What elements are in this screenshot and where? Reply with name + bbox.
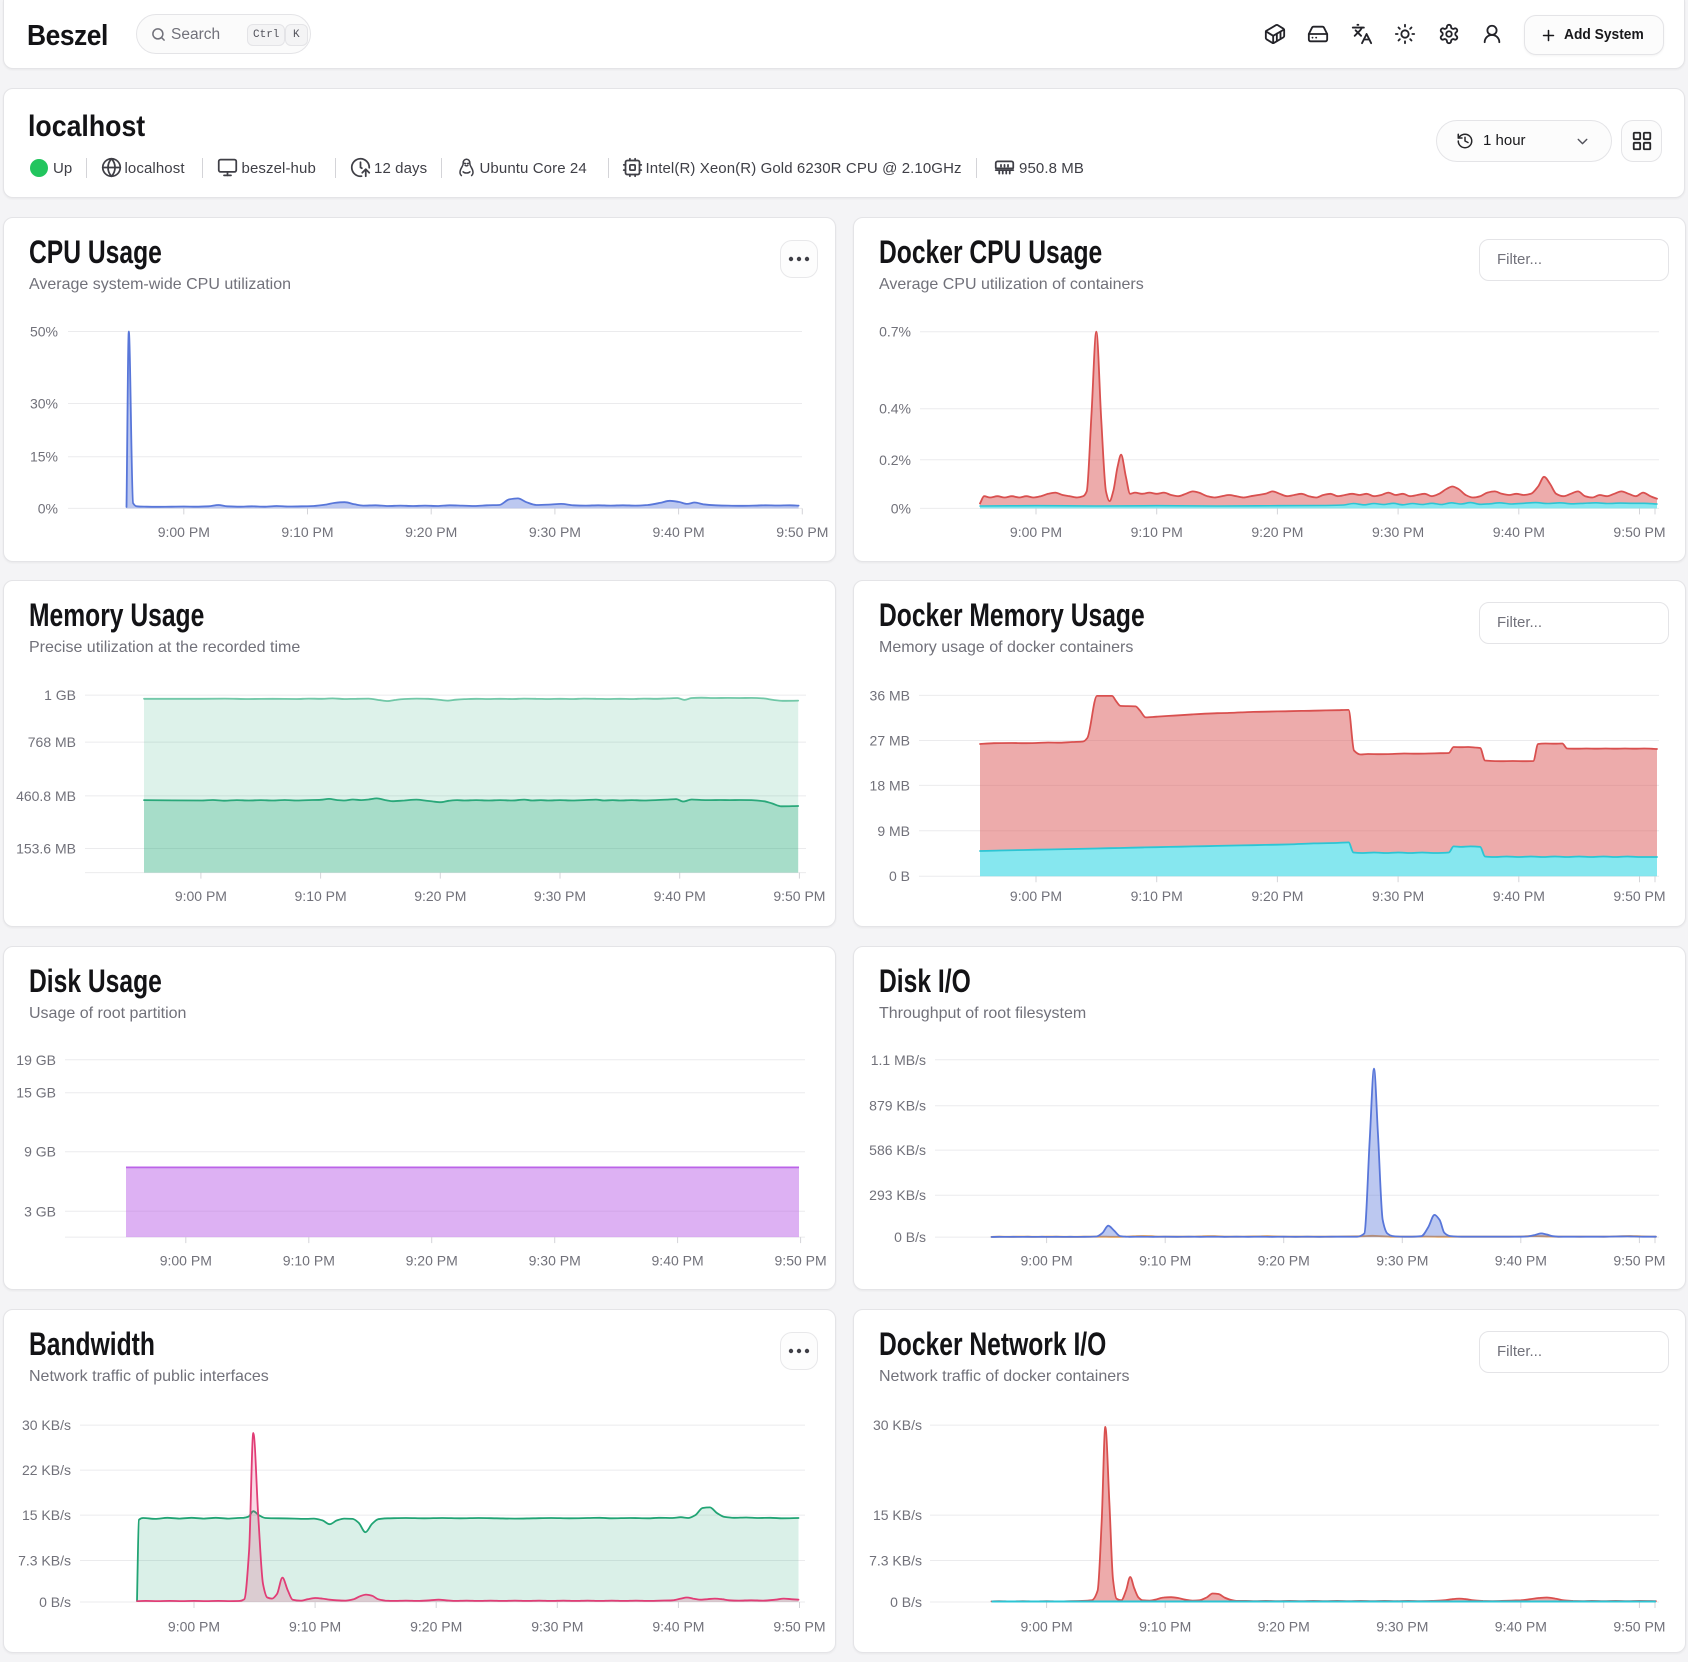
svg-text:0.7%: 0.7%: [879, 324, 911, 340]
svg-text:30 KB/s: 30 KB/s: [873, 1417, 922, 1433]
svg-text:586 KB/s: 586 KB/s: [869, 1142, 926, 1158]
svg-text:9:10 PM: 9:10 PM: [281, 524, 333, 540]
svg-text:27 MB: 27 MB: [870, 733, 910, 749]
svg-text:0.4%: 0.4%: [879, 401, 911, 417]
svg-text:9:30 PM: 9:30 PM: [529, 524, 581, 540]
svg-text:9:00 PM: 9:00 PM: [1021, 1618, 1073, 1634]
svg-text:768 MB: 768 MB: [28, 734, 76, 750]
svg-text:0.2%: 0.2%: [879, 452, 911, 468]
svg-text:7.3 KB/s: 7.3 KB/s: [869, 1552, 922, 1568]
svg-text:9:40 PM: 9:40 PM: [654, 888, 706, 904]
svg-text:9:20 PM: 9:20 PM: [410, 1618, 462, 1634]
svg-text:0 B/s: 0 B/s: [39, 1594, 71, 1610]
svg-text:9:00 PM: 9:00 PM: [1021, 1252, 1073, 1268]
svg-text:36 MB: 36 MB: [870, 687, 910, 703]
svg-text:460.8 MB: 460.8 MB: [16, 788, 76, 804]
svg-text:0%: 0%: [38, 500, 58, 516]
svg-text:15%: 15%: [30, 449, 58, 465]
svg-text:9:20 PM: 9:20 PM: [1258, 1618, 1310, 1634]
svg-text:9:40 PM: 9:40 PM: [1493, 888, 1545, 904]
svg-text:9:50 PM: 9:50 PM: [1613, 1618, 1665, 1634]
svg-text:0 B: 0 B: [889, 868, 910, 884]
svg-text:153.6 MB: 153.6 MB: [16, 841, 76, 857]
svg-text:9:20 PM: 9:20 PM: [414, 888, 466, 904]
svg-text:9:20 PM: 9:20 PM: [406, 1252, 458, 1268]
svg-text:18 MB: 18 MB: [870, 777, 910, 793]
svg-text:9:40 PM: 9:40 PM: [652, 1618, 704, 1634]
svg-text:293 KB/s: 293 KB/s: [869, 1187, 926, 1203]
svg-text:3 GB: 3 GB: [24, 1203, 56, 1219]
svg-text:9:50 PM: 9:50 PM: [773, 888, 825, 904]
svg-text:9 MB: 9 MB: [877, 823, 910, 839]
svg-text:9:00 PM: 9:00 PM: [160, 1252, 212, 1268]
svg-text:9:50 PM: 9:50 PM: [773, 1618, 825, 1634]
svg-text:9:50 PM: 9:50 PM: [775, 1252, 827, 1268]
svg-text:9:40 PM: 9:40 PM: [653, 524, 705, 540]
svg-text:9:10 PM: 9:10 PM: [1131, 888, 1183, 904]
svg-text:9:20 PM: 9:20 PM: [1251, 888, 1303, 904]
svg-text:15 KB/s: 15 KB/s: [873, 1507, 922, 1523]
svg-text:30 KB/s: 30 KB/s: [22, 1417, 71, 1433]
svg-text:9:40 PM: 9:40 PM: [1495, 1618, 1547, 1634]
svg-text:9:20 PM: 9:20 PM: [1251, 524, 1303, 540]
svg-text:0%: 0%: [891, 500, 911, 516]
svg-text:9:00 PM: 9:00 PM: [1010, 524, 1062, 540]
svg-text:879 KB/s: 879 KB/s: [869, 1097, 926, 1113]
svg-text:9 GB: 9 GB: [24, 1143, 56, 1159]
svg-text:1 GB: 1 GB: [44, 687, 76, 703]
svg-text:9:50 PM: 9:50 PM: [1613, 1252, 1665, 1268]
svg-text:9:10 PM: 9:10 PM: [295, 888, 347, 904]
svg-text:9:50 PM: 9:50 PM: [1613, 888, 1665, 904]
svg-text:9:30 PM: 9:30 PM: [529, 1252, 581, 1268]
svg-text:1.1 MB/s: 1.1 MB/s: [871, 1051, 926, 1067]
svg-text:22 KB/s: 22 KB/s: [22, 1462, 71, 1478]
svg-text:9:30 PM: 9:30 PM: [1372, 524, 1424, 540]
svg-text:0 B/s: 0 B/s: [890, 1594, 922, 1610]
svg-text:9:40 PM: 9:40 PM: [1495, 1252, 1547, 1268]
svg-text:9:30 PM: 9:30 PM: [534, 888, 586, 904]
svg-text:9:10 PM: 9:10 PM: [283, 1252, 335, 1268]
svg-text:9:30 PM: 9:30 PM: [531, 1618, 583, 1634]
svg-text:9:10 PM: 9:10 PM: [289, 1618, 341, 1634]
svg-text:9:30 PM: 9:30 PM: [1376, 1618, 1428, 1634]
svg-text:9:40 PM: 9:40 PM: [1493, 524, 1545, 540]
svg-text:0 B/s: 0 B/s: [894, 1229, 926, 1245]
svg-text:9:50 PM: 9:50 PM: [776, 524, 828, 540]
svg-text:30%: 30%: [30, 396, 58, 412]
svg-text:9:20 PM: 9:20 PM: [405, 524, 457, 540]
svg-text:9:00 PM: 9:00 PM: [168, 1618, 220, 1634]
svg-text:9:10 PM: 9:10 PM: [1139, 1618, 1191, 1634]
svg-text:9:40 PM: 9:40 PM: [652, 1252, 704, 1268]
svg-text:9:30 PM: 9:30 PM: [1372, 888, 1424, 904]
svg-text:19 GB: 19 GB: [16, 1051, 56, 1067]
svg-text:9:10 PM: 9:10 PM: [1131, 524, 1183, 540]
svg-text:15 GB: 15 GB: [16, 1084, 56, 1100]
svg-text:7.3 KB/s: 7.3 KB/s: [18, 1552, 71, 1568]
svg-text:9:00 PM: 9:00 PM: [1010, 888, 1062, 904]
svg-text:15 KB/s: 15 KB/s: [22, 1507, 71, 1523]
svg-text:9:10 PM: 9:10 PM: [1139, 1252, 1191, 1268]
svg-text:9:00 PM: 9:00 PM: [175, 888, 227, 904]
svg-text:50%: 50%: [30, 324, 58, 340]
svg-text:9:00 PM: 9:00 PM: [158, 524, 210, 540]
svg-text:9:30 PM: 9:30 PM: [1376, 1252, 1428, 1268]
svg-text:9:50 PM: 9:50 PM: [1613, 524, 1665, 540]
svg-text:9:20 PM: 9:20 PM: [1258, 1252, 1310, 1268]
